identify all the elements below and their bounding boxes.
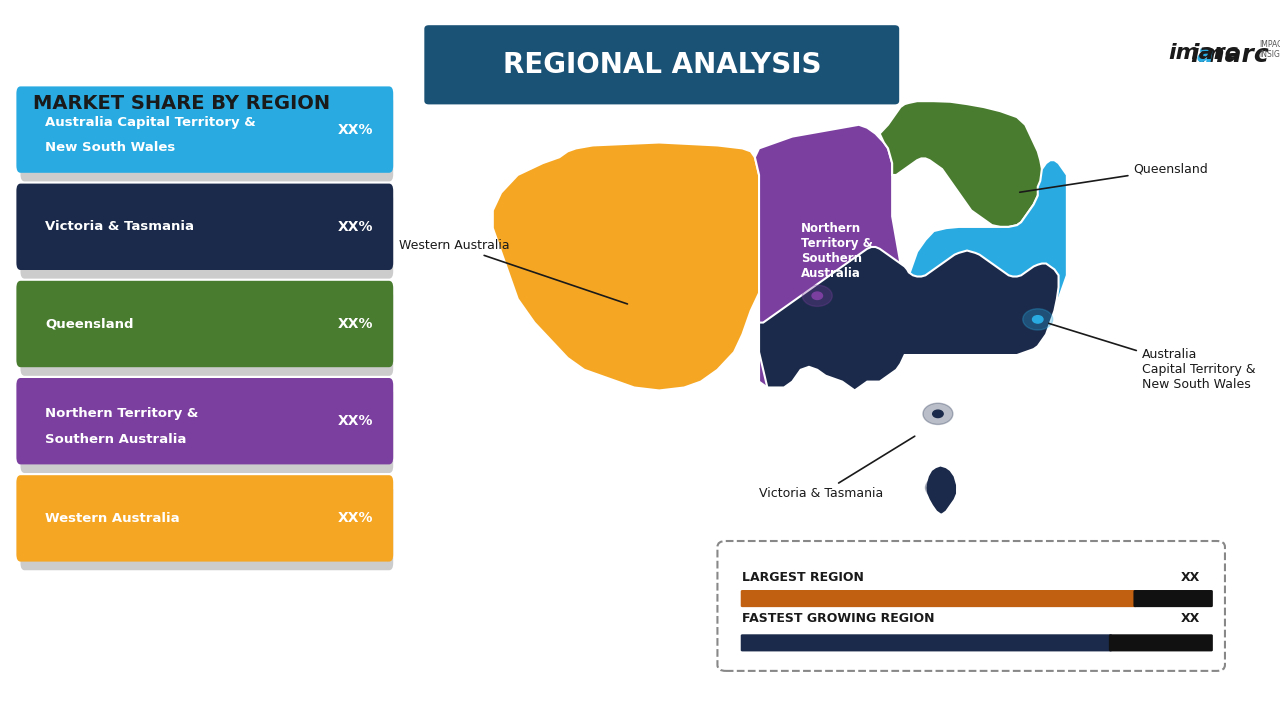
Circle shape: [625, 315, 635, 323]
Circle shape: [925, 477, 955, 498]
Text: XX: XX: [1180, 570, 1201, 583]
Text: a: a: [1197, 43, 1213, 67]
Circle shape: [803, 285, 832, 307]
Text: Western Australia: Western Australia: [45, 512, 179, 525]
Polygon shape: [925, 465, 957, 514]
Circle shape: [803, 170, 832, 192]
FancyBboxPatch shape: [741, 634, 1112, 652]
Text: Victoria & Tasmania: Victoria & Tasmania: [45, 220, 195, 233]
Text: XX%: XX%: [337, 511, 372, 526]
Text: XX%: XX%: [337, 317, 372, 331]
Text: Australia Capital Territory &: Australia Capital Territory &: [45, 116, 256, 129]
FancyBboxPatch shape: [1108, 634, 1213, 652]
FancyBboxPatch shape: [17, 86, 393, 173]
Circle shape: [986, 202, 1015, 224]
FancyBboxPatch shape: [20, 387, 393, 473]
Text: Queensland: Queensland: [1020, 163, 1208, 192]
Text: New South Wales: New South Wales: [45, 141, 175, 154]
Circle shape: [812, 292, 823, 300]
Circle shape: [1023, 309, 1052, 330]
Text: imarc: imarc: [1169, 43, 1238, 63]
Text: Western Australia: Western Australia: [399, 239, 627, 304]
Circle shape: [1033, 315, 1043, 323]
FancyBboxPatch shape: [741, 590, 1137, 607]
FancyBboxPatch shape: [20, 95, 393, 181]
Polygon shape: [759, 247, 1059, 390]
FancyBboxPatch shape: [425, 25, 900, 104]
FancyBboxPatch shape: [20, 484, 393, 570]
Text: imarc: imarc: [1190, 43, 1270, 67]
Polygon shape: [493, 143, 759, 390]
FancyBboxPatch shape: [17, 281, 393, 367]
Text: XX: XX: [1180, 612, 1201, 625]
Polygon shape: [755, 125, 901, 390]
Text: LARGEST REGION: LARGEST REGION: [742, 570, 864, 583]
Text: XX%: XX%: [337, 414, 372, 428]
FancyBboxPatch shape: [1134, 590, 1213, 607]
FancyBboxPatch shape: [17, 184, 393, 270]
Polygon shape: [879, 102, 1042, 227]
Text: Queensland: Queensland: [45, 318, 133, 330]
Circle shape: [995, 210, 1006, 217]
Text: Victoria & Tasmania: Victoria & Tasmania: [759, 436, 915, 500]
Text: XX%: XX%: [337, 220, 372, 234]
Text: Northern
Territory &
Southern
Australia: Northern Territory & Southern Australia: [801, 222, 873, 280]
Text: Southern Australia: Southern Australia: [45, 433, 187, 446]
FancyBboxPatch shape: [20, 192, 393, 279]
Text: IMPACTFUL
INSIGHTS: IMPACTFUL INSIGHTS: [1260, 40, 1280, 59]
Text: MARKET SHARE BY REGION: MARKET SHARE BY REGION: [33, 94, 330, 112]
Text: Australia
Capital Territory &
New South Wales: Australia Capital Territory & New South …: [1048, 323, 1256, 391]
Polygon shape: [892, 161, 1068, 364]
Circle shape: [616, 309, 645, 330]
Text: REGIONAL ANALYSIS: REGIONAL ANALYSIS: [503, 51, 820, 78]
Text: FASTEST GROWING REGION: FASTEST GROWING REGION: [742, 612, 934, 625]
FancyBboxPatch shape: [17, 378, 393, 464]
Circle shape: [923, 403, 952, 425]
Circle shape: [936, 484, 946, 491]
FancyBboxPatch shape: [20, 289, 393, 376]
Circle shape: [933, 410, 943, 418]
Text: Northern Territory &: Northern Territory &: [45, 408, 198, 420]
Circle shape: [812, 177, 823, 184]
FancyBboxPatch shape: [718, 541, 1225, 671]
FancyBboxPatch shape: [17, 475, 393, 562]
Text: XX%: XX%: [337, 122, 372, 137]
